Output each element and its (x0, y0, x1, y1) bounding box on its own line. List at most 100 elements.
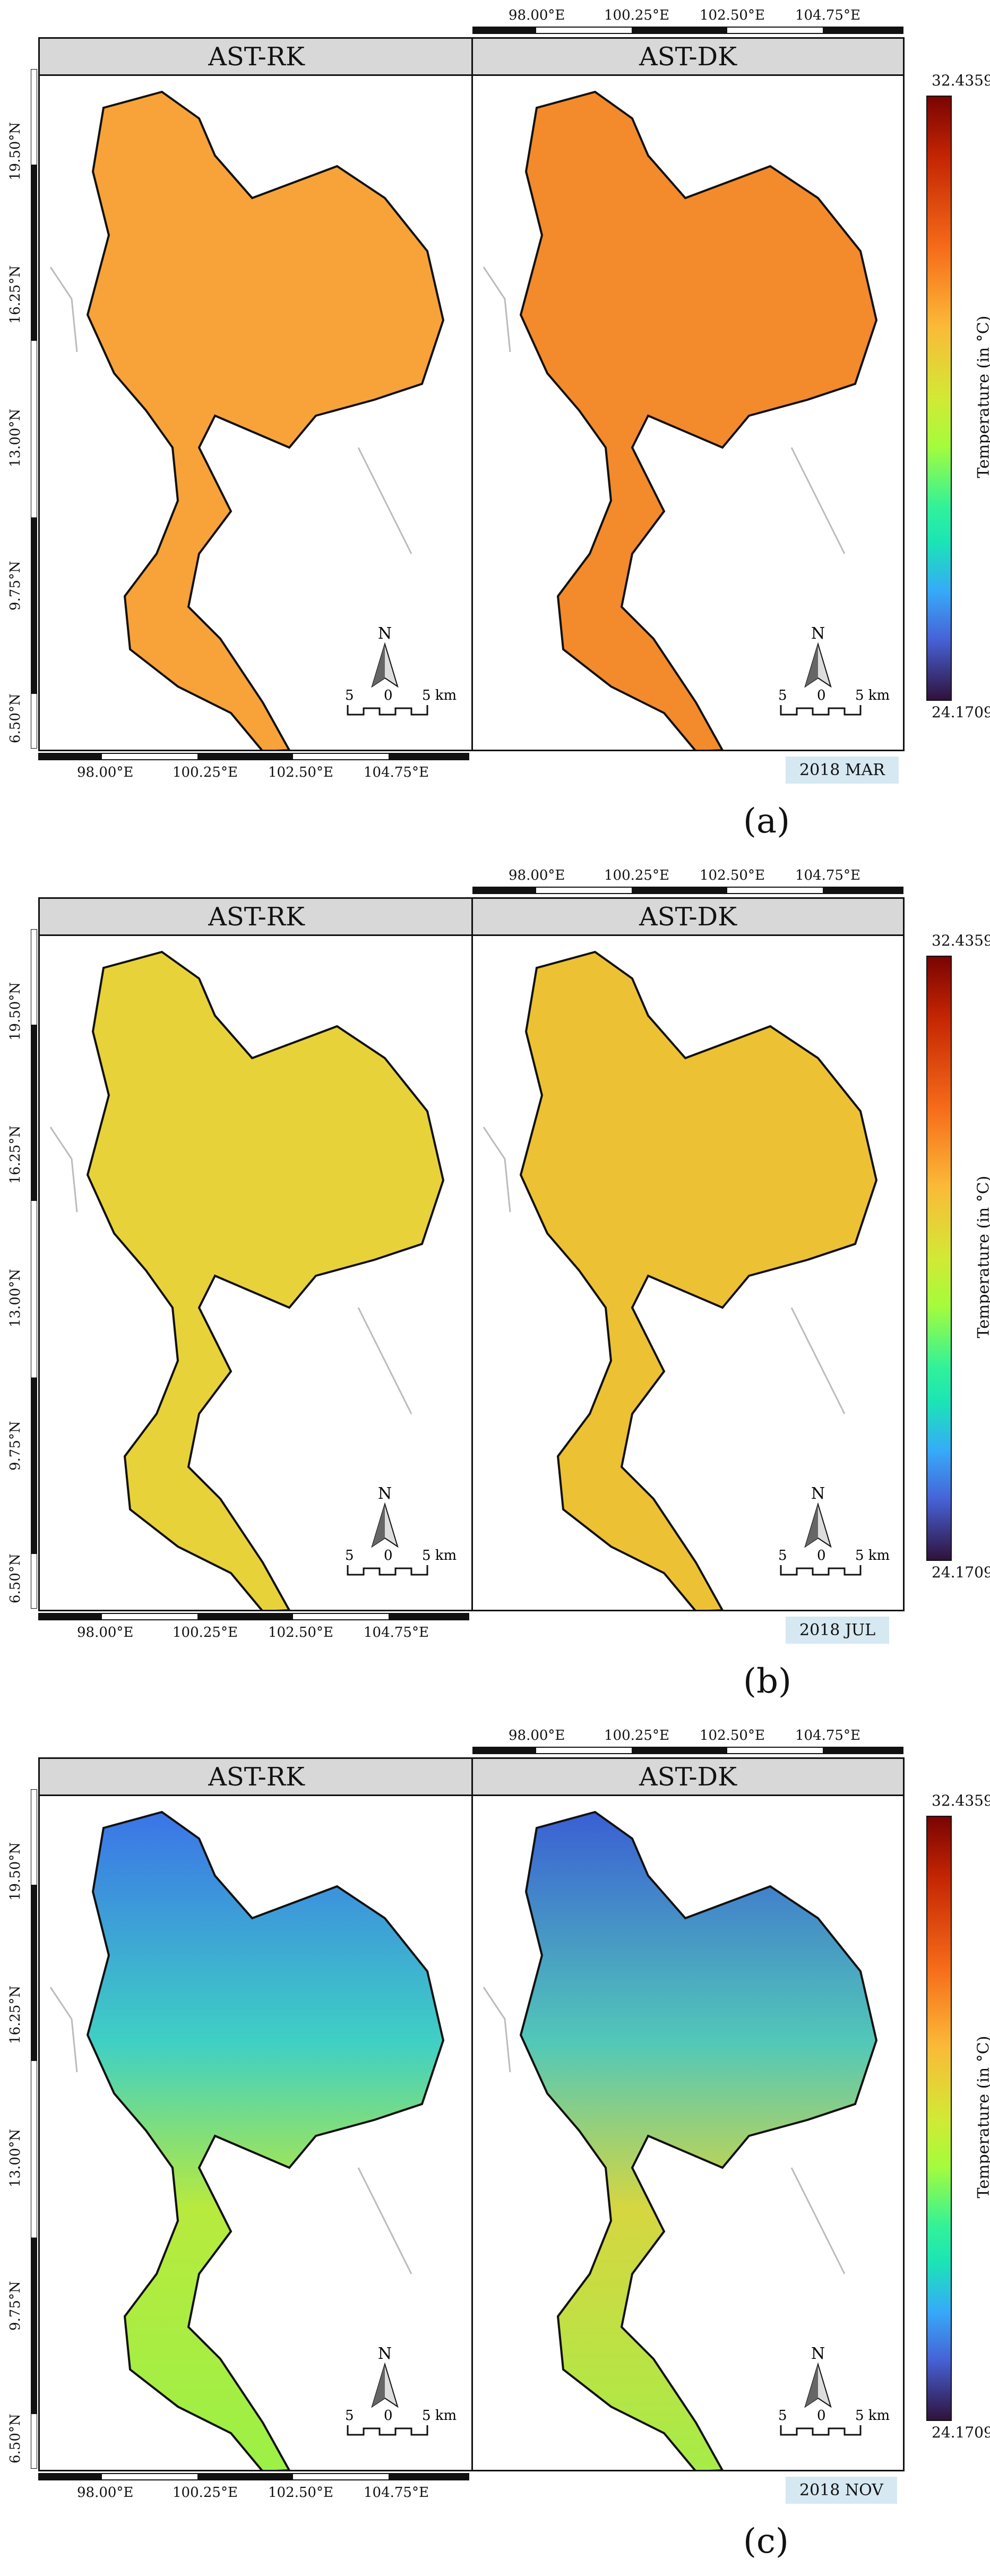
lon-tick: 100.25°E (604, 868, 669, 883)
svg-text:0: 0 (817, 2408, 826, 2424)
north-arrow: N (371, 1484, 399, 1548)
svg-text:N: N (811, 2345, 825, 2363)
svg-text:0: 0 (384, 1548, 393, 1564)
svg-text:5: 5 (345, 2408, 354, 2424)
colorbar-max: 32.4359 (932, 932, 990, 949)
lon-tick: 98.00°E (77, 2485, 134, 2501)
lon-tick: 102.50°E (700, 7, 765, 23)
svg-text:5 km: 5 km (422, 2408, 457, 2424)
colorbar (926, 956, 952, 1561)
lat-axis (31, 929, 37, 1609)
panel-c: 98.00°E 100.25°E 102.50°E 104.75°E AST-R… (0, 1720, 990, 2576)
panel-b: 98.00°E 100.25°E 102.50°E 104.75°E AST-R… (0, 860, 990, 1720)
panel-header-right: AST-DK (473, 1759, 903, 1796)
lat-tick: 9.75°N (7, 2281, 23, 2331)
svg-text:5 km: 5 km (855, 2408, 890, 2424)
lat-tick: 6.50°N (7, 2414, 23, 2463)
scale-bar: 5 0 5 km (778, 688, 890, 716)
panel-header-left: AST-RK (40, 899, 473, 936)
map-left: N 5 0 5 km (49, 1810, 457, 2470)
lon-tick: 104.75°E (795, 868, 860, 883)
north-arrow: N (371, 2345, 399, 2408)
svg-text:5 km: 5 km (422, 688, 457, 703)
svg-text:5: 5 (778, 2408, 787, 2424)
lon-tick: 100.25°E (604, 1728, 669, 1744)
svg-text:5: 5 (778, 1548, 787, 1564)
lat-tick: 9.75°N (7, 1421, 23, 1471)
svg-text:0: 0 (384, 2408, 393, 2424)
svg-text:5: 5 (345, 1548, 354, 1564)
lon-tick: 102.50°E (700, 1728, 765, 1744)
colorbar-max: 32.4359 (932, 1792, 990, 1809)
panel-header-right: AST-DK (473, 39, 903, 76)
date-badge: 2018 NOV (786, 2477, 897, 2504)
lat-tick: 19.50°N (7, 122, 23, 181)
lon-tick: 98.00°E (509, 868, 565, 883)
lon-tick: 104.75°E (364, 2485, 429, 2501)
map-frame: AST-RK AST-DK N 5 0 5 km N (38, 37, 905, 751)
lon-axis-top (472, 887, 903, 894)
map-left: N 5 0 5 km (49, 950, 457, 1610)
colorbar-min: 24.1709 (932, 703, 990, 721)
svg-text:5 km: 5 km (855, 1548, 890, 1564)
lon-tick: 102.50°E (268, 765, 333, 780)
colorbar-min: 24.1709 (932, 1564, 990, 1581)
svg-text:N: N (811, 624, 825, 643)
lat-axis (31, 69, 37, 749)
north-arrow: N (804, 624, 832, 688)
lon-tick: 100.25°E (173, 765, 238, 780)
panel-a: 98.00°E 100.25°E 102.50°E 104.75°E AST-R… (0, 0, 990, 860)
lon-tick: 100.25°E (173, 2485, 238, 2501)
lon-tick: 104.75°E (364, 765, 429, 780)
scale-bar: 5 0 5 km (345, 688, 457, 716)
lat-tick: 19.50°N (7, 982, 23, 1041)
lat-tick: 16.25°N (7, 1125, 23, 1184)
lat-axis (31, 1789, 37, 2469)
svg-text:N: N (378, 2345, 392, 2363)
panel-header-right: AST-DK (473, 899, 903, 936)
map-frame: AST-RK AST-DK N 5 0 (38, 1757, 905, 2471)
thailand-shape-right (519, 950, 878, 1610)
north-arrow: N (804, 1484, 832, 1548)
north-arrow: N (804, 2345, 832, 2408)
north-arrow: N (371, 624, 399, 688)
scale-bar: 5 0 5 km (345, 2408, 457, 2436)
panel-divider (471, 1759, 473, 2470)
subfigure-label: (b) (743, 1662, 791, 1701)
thailand-shape-left (86, 1810, 445, 2470)
lat-tick: 6.50°N (7, 1553, 23, 1603)
svg-text:5 km: 5 km (422, 1548, 457, 1564)
svg-text:N: N (378, 624, 392, 643)
lon-tick: 98.00°E (77, 765, 134, 780)
colorbar-min: 24.1709 (932, 2424, 990, 2441)
lon-tick: 98.00°E (509, 1728, 565, 1744)
panel-divider (471, 39, 473, 750)
svg-text:0: 0 (384, 688, 393, 703)
map-right: N 5 0 5 km (483, 1810, 890, 2470)
lon-tick: 102.50°E (700, 868, 765, 883)
date-badge: 2018 JUL (786, 1617, 890, 1644)
lat-tick: 16.25°N (7, 1985, 23, 2044)
lat-tick: 19.50°N (7, 1842, 23, 1901)
svg-text:5: 5 (345, 688, 354, 703)
lon-axis-top (472, 1747, 903, 1754)
colorbar-title: Temperature (in °C) (974, 1175, 990, 1338)
lat-tick: 9.75°N (7, 561, 23, 611)
map-frame: AST-RK AST-DK N 5 0 5 km N (38, 897, 905, 1611)
colorbar-title: Temperature (in °C) (974, 315, 990, 478)
subfigure-label: (a) (743, 802, 790, 841)
subfigure-label: (c) (743, 2522, 789, 2561)
lon-axis-top (472, 27, 903, 34)
thailand-shape-right (519, 1810, 878, 2470)
lon-tick: 102.50°E (268, 1625, 333, 1641)
lat-tick: 16.25°N (7, 265, 23, 324)
lon-tick: 104.75°E (795, 1728, 860, 1744)
lon-axis-bottom (38, 1613, 469, 1620)
svg-text:5 km: 5 km (855, 688, 890, 703)
svg-text:5: 5 (778, 688, 787, 703)
lon-axis-bottom (38, 753, 469, 760)
colorbar-max: 32.4359 (932, 72, 990, 89)
svg-text:N: N (811, 1484, 825, 1503)
lat-tick: 13.00°N (7, 408, 23, 467)
lon-tick: 104.75°E (364, 1625, 429, 1641)
